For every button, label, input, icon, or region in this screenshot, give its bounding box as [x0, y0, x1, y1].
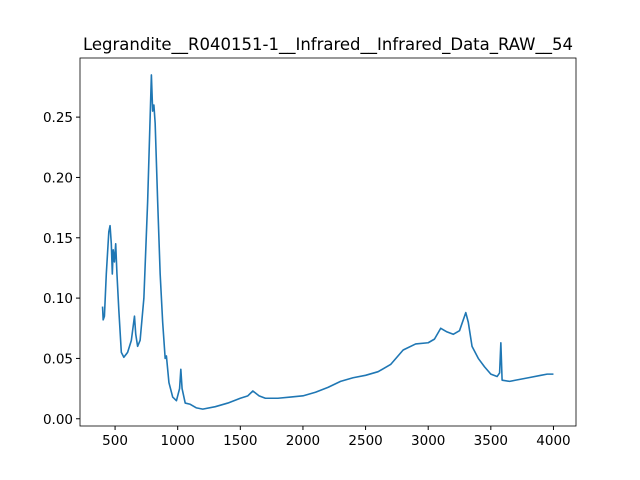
x-tick-label: 1000 — [161, 433, 195, 449]
plot-frame — [79, 57, 577, 427]
x-tick-label: 3000 — [411, 433, 445, 449]
y-tick-label: 0.05 — [43, 351, 73, 367]
line-series — [101, 74, 554, 410]
x-tick-label: 500 — [102, 433, 128, 449]
y-tick-label: 0.20 — [43, 170, 73, 186]
x-tick-label: 4000 — [536, 433, 570, 449]
y-tick-label: 0.25 — [43, 110, 73, 126]
x-tick-label: 2500 — [348, 433, 382, 449]
y-tick-label: 0.10 — [43, 291, 73, 307]
x-tick-label: 2000 — [286, 433, 320, 449]
x-tick-label: 1500 — [223, 433, 257, 449]
chart-title: Legrandite__R040151-1__Infrared__Infrare… — [83, 35, 573, 55]
y-tick-label: 0.15 — [43, 231, 73, 247]
y-tick-label: 0.00 — [43, 412, 73, 428]
x-tick-label: 3500 — [474, 433, 508, 449]
